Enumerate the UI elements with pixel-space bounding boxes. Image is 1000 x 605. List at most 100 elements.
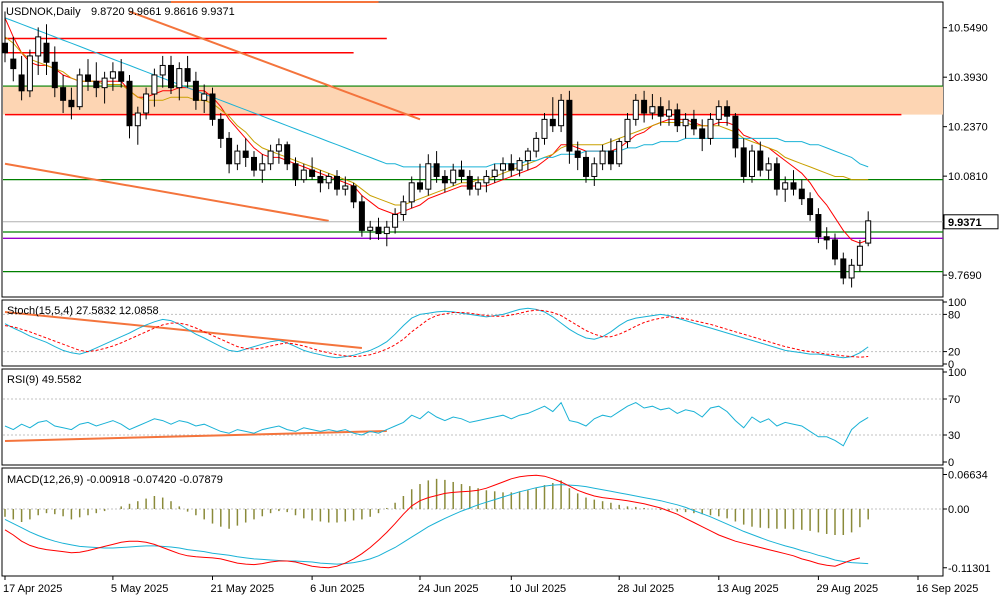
bear-candle-body (798, 188, 805, 200)
bear-candle-body (209, 93, 216, 120)
bear-candle-body (790, 182, 797, 190)
candle (85, 59, 91, 91)
bull-candle-body (159, 64, 166, 76)
candle (558, 93, 565, 133)
bear-candle-body (18, 74, 25, 92)
candle (450, 163, 457, 186)
candle (383, 220, 390, 247)
bull-candle-body (267, 150, 274, 165)
candle (68, 87, 75, 120)
x-tick-label: 24 Jun 2025 (418, 583, 479, 595)
bull-candle-body (300, 169, 307, 181)
candle (143, 87, 150, 120)
bear-candle-body (309, 169, 316, 177)
bull-candle-body (765, 163, 772, 171)
bull-candle-body (259, 163, 266, 171)
candle (176, 62, 183, 101)
candle (60, 74, 67, 114)
candle (433, 151, 440, 183)
candle (209, 87, 216, 126)
candle (309, 157, 316, 180)
x-tick-label: 21 May 2025 (211, 583, 275, 595)
candle (807, 192, 814, 221)
candle (325, 173, 332, 190)
y-tick-label: 80 (948, 309, 960, 321)
bear-candle-body (740, 147, 747, 177)
bear-candle-body (251, 156, 257, 171)
bull-candle-body (632, 99, 639, 120)
candle (358, 195, 365, 237)
candle (458, 160, 465, 183)
candle (682, 113, 689, 139)
bull-candle-body (666, 109, 672, 117)
candle (375, 217, 382, 240)
bull-candle-body (325, 175, 332, 184)
y-tick-label: 0.00 (948, 504, 969, 516)
candle (757, 141, 764, 177)
candle (101, 71, 108, 104)
candle (773, 157, 780, 196)
candle (599, 144, 606, 171)
bear-candle-body (607, 150, 614, 165)
x-tick-label: 29 Aug 2025 (816, 583, 878, 595)
candle (408, 176, 415, 209)
bear-candle-body (832, 239, 838, 260)
bear-candle-body (358, 201, 365, 231)
bear-candle-body (317, 175, 324, 184)
y-tick-label: 10.2370 (948, 122, 988, 134)
bear-candle-body (51, 61, 58, 89)
candle (583, 151, 589, 183)
candle (798, 179, 805, 206)
bull-candle-body (275, 144, 282, 152)
y-tick-label: 70 (948, 394, 960, 406)
bull-candle-body (35, 36, 42, 57)
candle (524, 147, 531, 171)
price-panel-frame (1, 1, 944, 298)
candle (715, 100, 722, 126)
candle (168, 55, 174, 94)
bull-candle-body (342, 185, 349, 190)
bear-candle-body (334, 175, 340, 190)
candle (832, 233, 838, 266)
y-tick-label: 0 (948, 359, 954, 371)
stoch-signal-line (4, 309, 869, 358)
candle (732, 113, 739, 158)
bear-candle-body (126, 80, 133, 127)
candle (865, 211, 872, 247)
bull-candle-body (367, 226, 374, 231)
bull-candle-body (109, 71, 116, 79)
candle (400, 195, 407, 221)
bear-candle-body (2, 42, 8, 54)
y-axis-labels: 10.5490 10.3930 10.2370 10.0810 9.7690 9.9371… (943, 23, 999, 575)
bear-candle-body (566, 99, 573, 152)
bear-candle-body (168, 64, 174, 89)
candle (699, 119, 706, 152)
x-tick-label: 6 Jun 2025 (310, 583, 364, 595)
bear-candle-body (417, 182, 423, 190)
bear-candle-body (773, 163, 780, 190)
bull-candle-body (591, 163, 598, 177)
y-tick-label: 0.06634 (948, 470, 988, 482)
candle (649, 93, 656, 120)
candle (724, 100, 731, 126)
candle (466, 170, 473, 196)
stoch-main-line (4, 307, 869, 359)
candle (43, 24, 50, 75)
bull-candle-body (176, 68, 183, 89)
bull-candle-body (392, 214, 399, 228)
macd-label: MACD(12,26,9) -0.00918 -0.07420 -0.07879 (7, 474, 223, 486)
candle (367, 220, 374, 240)
x-tick-label: 16 Sep 2025 (916, 583, 978, 595)
candle (657, 97, 664, 126)
candle (500, 157, 506, 180)
bull-candle-body (649, 106, 656, 114)
candle (765, 157, 772, 180)
bull-candle-body (500, 163, 506, 171)
candle (275, 138, 282, 164)
y-tick-label: 10.0810 (948, 171, 988, 183)
bear-candle-body (724, 106, 731, 117)
candle (749, 144, 755, 183)
y-tick-label: 100 (948, 297, 966, 309)
